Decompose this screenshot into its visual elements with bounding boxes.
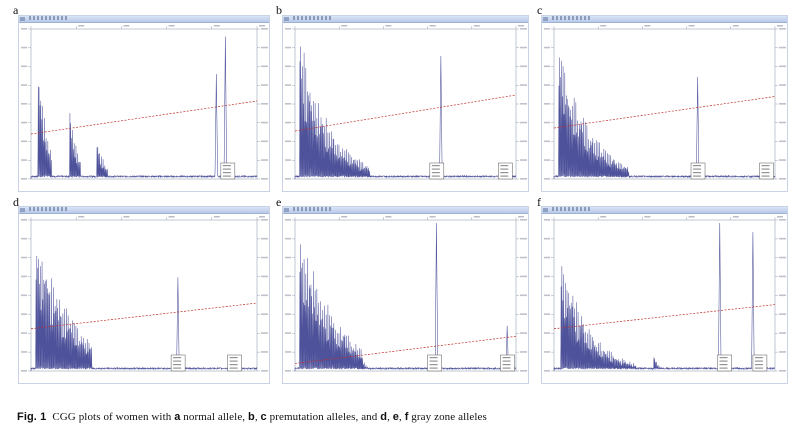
electropherogram-trace — [30, 36, 258, 179]
titlebar-text — [29, 16, 69, 20]
electropherogram-trace — [30, 256, 258, 371]
caption-text: CGG plots of women with — [52, 411, 175, 423]
panel-label-f: f — [537, 195, 541, 209]
plot-panel-a — [18, 15, 270, 192]
panel-titlebar — [19, 16, 269, 23]
electropherogram-trace — [553, 223, 776, 371]
size-standard-trendline — [553, 304, 776, 330]
peak-annotation-box — [170, 354, 186, 372]
titlebar-text — [293, 207, 333, 211]
plot-panel-d — [18, 206, 270, 384]
window-icon — [543, 17, 548, 21]
cgg-plot-c — [544, 25, 786, 180]
cgg-plot-a — [21, 25, 268, 180]
plot-panel-e — [282, 206, 529, 384]
cgg-plot-e — [285, 216, 527, 372]
size-standard-trendline — [294, 335, 517, 364]
size-standard-trendline — [294, 94, 517, 132]
caption-text: , — [387, 411, 393, 423]
size-standard-trendline — [553, 96, 776, 129]
size-standard-trendline — [30, 302, 258, 330]
panel-titlebar — [283, 207, 528, 214]
figure-label: Fig. 1 — [17, 411, 47, 423]
plot-panel-f — [541, 206, 788, 384]
window-icon — [284, 17, 289, 21]
caption-text: , — [254, 411, 261, 423]
window-icon — [284, 208, 289, 212]
cgg-plot-f — [544, 216, 786, 372]
figure-caption: Fig. 1 CGG plots of women with a normal a… — [17, 411, 487, 423]
cgg-plot-d — [21, 216, 268, 372]
panel-label-d: d — [13, 195, 19, 209]
peak-annotation-box — [427, 354, 442, 372]
peak-annotation-box — [227, 354, 242, 372]
caption-bold-f: f — [404, 411, 409, 423]
caption-text: gray zone alleles — [408, 411, 487, 423]
titlebar-text — [552, 207, 592, 211]
peak-annotation-box — [498, 162, 513, 180]
peak-annotation-box — [752, 354, 768, 372]
peak-annotation-box — [500, 354, 515, 372]
titlebar-text — [293, 16, 333, 20]
panel-label-c: c — [537, 3, 543, 17]
peak-annotation-box — [220, 162, 236, 180]
panel-label-a: a — [13, 3, 19, 17]
caption-bold-e: e — [392, 411, 399, 423]
caption-text: normal allele, — [180, 411, 248, 423]
panel-titlebar — [283, 16, 528, 23]
titlebar-text — [29, 207, 69, 211]
plot-panel-b — [282, 15, 529, 192]
peak-annotation-box — [759, 162, 774, 180]
caption-text: , — [398, 411, 405, 423]
electropherogram-trace — [553, 57, 776, 179]
electropherogram-trace — [294, 223, 517, 371]
size-standard-trendline — [30, 100, 258, 135]
titlebar-text — [552, 16, 592, 20]
caption-bold-c: c — [260, 411, 267, 423]
panel-titlebar — [19, 207, 269, 214]
panel-titlebar — [542, 16, 787, 23]
plot-panel-c — [541, 15, 788, 192]
panel-label-b: b — [276, 3, 282, 17]
window-icon — [543, 208, 548, 212]
cgg-plot-b — [285, 25, 527, 180]
peak-annotation-box — [690, 162, 706, 180]
caption-bold-b: b — [248, 411, 255, 423]
window-icon — [20, 208, 25, 212]
peak-annotation-box — [429, 162, 445, 180]
caption-bold-d: d — [380, 411, 388, 423]
panel-titlebar — [542, 207, 787, 214]
window-icon — [20, 17, 25, 21]
panel-label-e: e — [276, 195, 282, 209]
peak-annotation-box — [717, 354, 732, 372]
caption-bold-a: a — [174, 411, 181, 423]
caption-text: premutation alleles, and — [266, 411, 381, 423]
electropherogram-trace — [294, 46, 517, 179]
plot-frame — [30, 28, 258, 180]
